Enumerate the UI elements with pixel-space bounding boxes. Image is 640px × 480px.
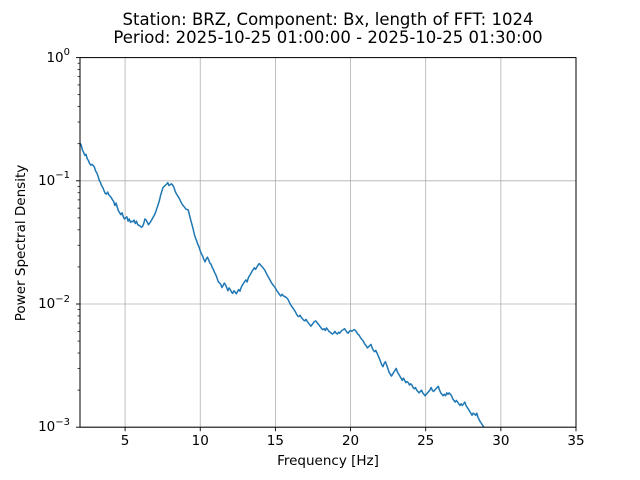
x-axis-label: Frequency [Hz] [277, 453, 379, 469]
chart-title: Station: BRZ, Component: Bx, length of F… [80, 11, 576, 47]
x-tick-label: 15 [266, 433, 284, 449]
x-tick-label: 5 [120, 433, 130, 449]
x-tick-label: 35 [567, 433, 585, 449]
chart-title-line2: Period: 2025-10-25 01:00:00 - 2025-10-25… [113, 28, 543, 47]
chart-title-line1: Station: BRZ, Component: Bx, length of F… [122, 10, 534, 29]
x-tick-label: 10 [191, 433, 209, 449]
x-tick-label: 20 [341, 433, 360, 449]
y-tick-label: 100 [46, 47, 70, 66]
y-tick-label: 10−1 [38, 170, 70, 189]
x-tick-label: 30 [492, 433, 510, 449]
y-tick-label: 10−3 [38, 416, 70, 436]
y-tick-label: 10−2 [38, 293, 70, 312]
x-tick-label: 25 [417, 433, 435, 449]
psd-line [80, 142, 485, 428]
axes-spines [79, 57, 577, 428]
